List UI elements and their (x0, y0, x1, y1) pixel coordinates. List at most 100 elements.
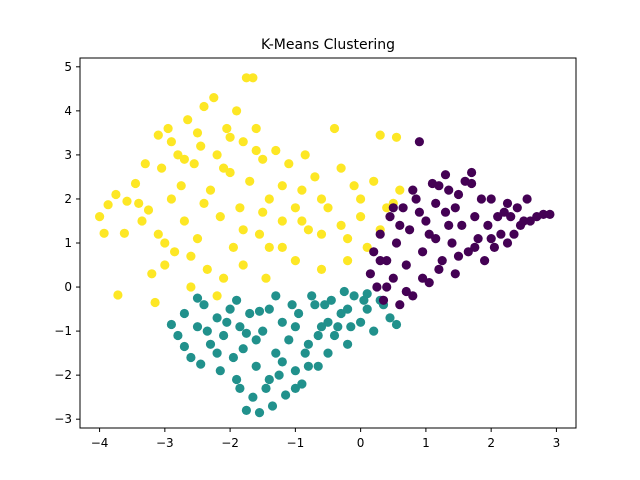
data-point (323, 203, 333, 213)
data-point (316, 322, 327, 332)
y-tick-label: 0 (64, 280, 72, 294)
data-point (329, 330, 340, 341)
data-point (365, 269, 375, 279)
data-point (434, 181, 444, 191)
data-point (362, 242, 372, 252)
data-point (258, 154, 268, 164)
data-point (395, 220, 405, 230)
data-point (254, 229, 265, 239)
data-point (378, 295, 389, 305)
data-point (225, 132, 235, 142)
x-tick-label: −3 (156, 436, 174, 450)
data-point (264, 242, 274, 252)
data-point (232, 106, 242, 116)
data-point (271, 348, 281, 358)
data-point (470, 242, 480, 252)
data-point (147, 269, 157, 279)
data-point (160, 238, 170, 248)
y-tick-label: 5 (64, 60, 72, 74)
data-point (414, 137, 424, 147)
y-tick-label: 2 (64, 192, 72, 206)
data-point (176, 181, 186, 191)
data-point (119, 228, 129, 238)
y-tick-label: 3 (64, 148, 72, 162)
x-tick-label: 2 (487, 436, 495, 450)
data-point (316, 264, 327, 274)
data-point (303, 339, 313, 349)
data-point (349, 181, 359, 191)
data-point (310, 172, 320, 182)
data-point (316, 229, 327, 239)
data-point (418, 273, 428, 283)
data-point (486, 234, 496, 244)
data-point (222, 317, 232, 327)
data-point (271, 291, 281, 301)
data-point (166, 194, 176, 204)
data-point (382, 203, 392, 213)
data-point (421, 216, 431, 226)
data-point (271, 145, 281, 156)
data-point (444, 185, 454, 195)
data-point (153, 130, 163, 140)
data-point (284, 335, 294, 345)
data-point (346, 322, 356, 332)
data-point (343, 234, 353, 244)
data-point (277, 317, 287, 327)
data-point (303, 361, 313, 371)
data-point (130, 178, 141, 189)
data-point (326, 295, 336, 305)
data-point (336, 163, 346, 173)
data-point (173, 150, 183, 160)
data-point (238, 225, 248, 235)
data-point (385, 313, 395, 323)
data-point (205, 185, 216, 195)
data-point (307, 291, 317, 301)
chart-title: K-Means Clustering (261, 37, 395, 53)
data-point (303, 225, 313, 235)
data-point (467, 178, 477, 189)
data-point (506, 212, 516, 222)
data-point (186, 282, 196, 292)
data-point (483, 220, 493, 230)
data-point (264, 304, 274, 314)
data-point (254, 306, 265, 316)
data-point (297, 185, 307, 195)
data-point (431, 198, 441, 208)
data-point (215, 212, 225, 222)
data-point (143, 205, 154, 215)
data-point (228, 352, 238, 363)
data-point (313, 330, 323, 341)
data-point (173, 330, 183, 341)
data-point (408, 291, 418, 301)
x-tick-label: 1 (422, 436, 430, 450)
data-point (349, 291, 359, 301)
data-point (202, 264, 212, 274)
points-layer (95, 73, 555, 418)
data-point (241, 73, 251, 83)
data-point (316, 194, 327, 204)
data-point (499, 207, 509, 217)
data-point (277, 181, 287, 191)
data-point (375, 256, 385, 266)
data-point (297, 216, 307, 226)
data-point (241, 328, 251, 338)
data-point (212, 313, 222, 323)
data-point (538, 209, 549, 219)
data-point (375, 229, 385, 239)
data-point (103, 200, 113, 210)
data-point (251, 123, 261, 134)
data-point (111, 189, 121, 200)
data-point (215, 366, 225, 376)
data-point (453, 189, 464, 200)
data-point (235, 203, 245, 213)
data-point (209, 93, 219, 103)
data-point (414, 207, 424, 217)
data-point (320, 300, 330, 310)
data-point (398, 203, 408, 213)
data-point (235, 322, 245, 332)
data-point (99, 228, 109, 238)
data-point (310, 300, 320, 310)
data-point (336, 308, 346, 319)
data-point (261, 273, 271, 283)
